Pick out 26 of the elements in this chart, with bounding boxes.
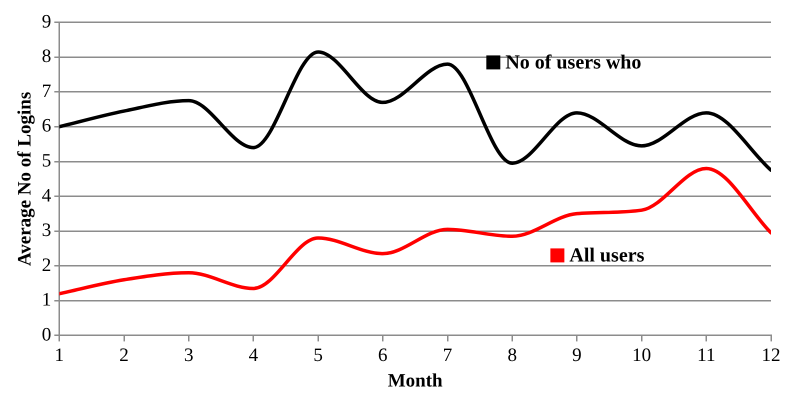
x-tick-label: 12 [762,344,780,366]
x-tick-label: 10 [632,344,652,366]
y-axis-title: Average No of Logins [14,92,36,266]
x-tick-label: 1 [54,344,64,366]
x-tick-label: 3 [184,344,194,366]
x-axis-title: Month [388,370,444,392]
y-tick-label: 7 [42,80,52,102]
y-tick-label: 9 [42,11,52,32]
y-tick-label: 2 [42,254,52,276]
x-tick-label: 7 [442,344,452,366]
x-tick-label: 9 [572,344,582,366]
x-tick-label: 5 [313,344,323,366]
legend-label: No of users who [505,52,642,74]
x-tick-label: 4 [248,344,259,366]
y-tick-label: 8 [42,46,52,68]
y-tick-label: 6 [42,116,52,137]
x-tick-label: 11 [697,344,716,366]
y-tick-label: 4 [42,185,52,206]
x-tick-label: 8 [507,344,517,366]
x-tick-label: 6 [378,344,388,366]
y-tick-label: 3 [42,220,52,242]
y-tick-label: 1 [42,290,52,311]
y-tick-label: 0 [42,324,52,346]
x-tick-label: 2 [119,344,129,366]
y-tick-label: 5 [42,150,52,172]
legend-label: All users [569,244,645,267]
